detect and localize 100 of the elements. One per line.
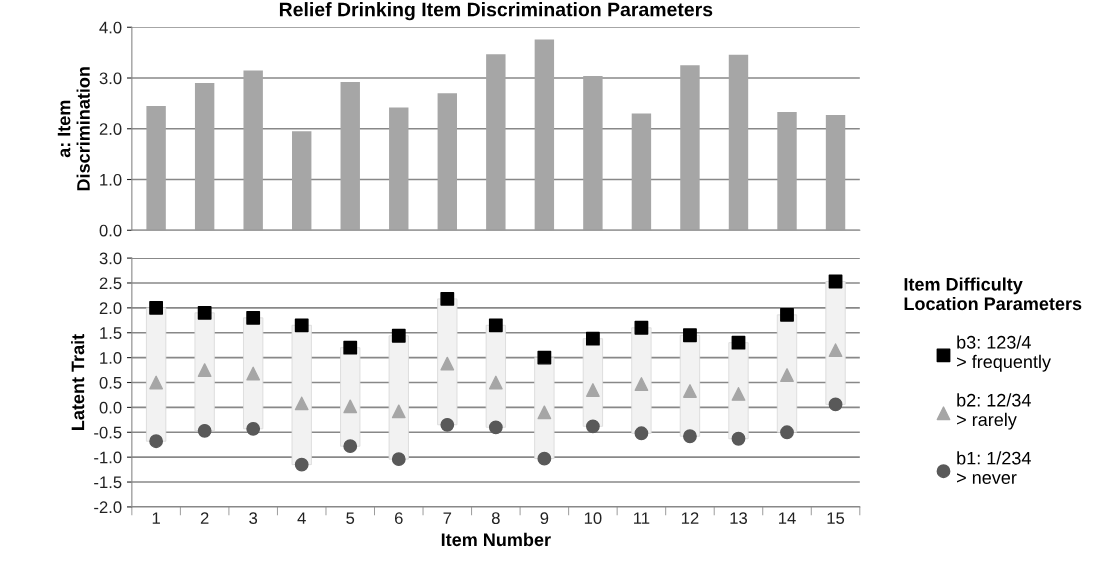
point [246, 366, 261, 381]
bar [243, 70, 263, 231]
point [246, 421, 261, 436]
y-tick-label: -1.5 [94, 476, 122, 489]
y-tick-label: 0.0 [99, 401, 122, 414]
bar [825, 115, 846, 231]
x-tick-label: 11 [634, 512, 650, 524]
y-tick-label: -2.0 [94, 501, 122, 514]
point [828, 397, 843, 412]
point [488, 318, 503, 333]
point [780, 307, 794, 322]
bar [534, 39, 555, 231]
point [731, 387, 746, 401]
point [391, 404, 406, 419]
point [488, 420, 503, 435]
point [246, 310, 261, 325]
y-tick-label: 1.0 [100, 173, 122, 186]
bar [583, 75, 603, 231]
bar [631, 113, 652, 231]
x-tick-label: 2 [200, 512, 209, 524]
point [585, 331, 600, 346]
point [294, 457, 309, 472]
point [149, 300, 164, 315]
point [731, 335, 746, 350]
point [197, 423, 212, 438]
point [488, 375, 503, 390]
bar [728, 54, 749, 231]
point [149, 375, 164, 390]
bar [486, 54, 506, 231]
y-tick-label: -0.5 [94, 426, 122, 439]
point [440, 356, 455, 371]
point [683, 384, 697, 398]
legend-label: b1: 1/234 > never [957, 451, 1031, 484]
point [343, 340, 358, 355]
x-tick-label: 9 [540, 512, 549, 525]
point [683, 328, 697, 343]
x-tick-label: 5 [346, 512, 355, 525]
x-axis-title: Item Number [441, 532, 551, 547]
point [149, 434, 164, 449]
x-tick-label: 1 [152, 512, 160, 524]
point [537, 451, 552, 466]
bar [680, 65, 700, 231]
legend-label: b3: 123/4 > frequently [957, 335, 1051, 372]
bar [194, 83, 215, 231]
point [585, 383, 600, 397]
bar [292, 131, 312, 231]
bar [291, 324, 312, 466]
point [440, 417, 455, 432]
bar [389, 107, 409, 231]
point [197, 363, 212, 377]
x-tick-label: 12 [681, 512, 699, 524]
bar [145, 307, 167, 442]
y-tick-label: -1.0 [94, 451, 122, 464]
point [537, 350, 552, 365]
y-tick-label: 2.0 [99, 302, 122, 315]
y-axis-title: Latent Trait [71, 334, 85, 430]
x-tick-label: 13 [730, 512, 748, 525]
point [634, 426, 649, 441]
point [391, 328, 406, 343]
point [828, 343, 843, 358]
x-tick-label: 6 [394, 512, 403, 525]
point [294, 396, 309, 411]
bar [437, 93, 458, 231]
x-tick-label: 7 [443, 512, 452, 524]
y-tick-label: 3.0 [99, 252, 122, 265]
y-tick-label: 0.0 [99, 224, 122, 237]
y-tick-label: 0.5 [99, 376, 122, 389]
y-tick-label: 2.5 [99, 277, 122, 290]
x-tick-label: 15 [827, 512, 845, 525]
x-tick-label: 4 [297, 512, 306, 524]
point [683, 429, 697, 444]
point [391, 452, 406, 467]
y-axis-title: a: Item Discrimination [57, 67, 90, 191]
y-tick-label: 3.0 [99, 72, 122, 85]
point [440, 292, 455, 306]
y-tick-label: 1.5 [100, 327, 122, 339]
x-tick-label: 10 [584, 512, 602, 525]
point [780, 368, 794, 382]
y-tick-label: 2.0 [99, 123, 122, 135]
point [780, 425, 794, 440]
x-tick-label: 14 [779, 512, 796, 524]
point [197, 305, 212, 320]
bar [340, 82, 360, 231]
x-tick-label: 8 [491, 512, 500, 525]
point [343, 399, 358, 414]
y-tick-label: 1.0 [100, 352, 122, 364]
point [634, 320, 649, 335]
bar [777, 112, 797, 231]
point [634, 377, 649, 391]
point [731, 431, 746, 446]
y-tick-label: 4.0 [99, 21, 122, 34]
x-tick-label: 3 [249, 512, 258, 525]
legend-title: Item Difficulty Location Parameters [904, 277, 1082, 311]
point [343, 439, 358, 454]
point [585, 419, 600, 434]
legend-label: b2: 12/34 > rarely [957, 393, 1031, 430]
point [537, 405, 552, 420]
point [294, 318, 309, 333]
bar [146, 105, 166, 231]
chart-title: Relief Drinking Item Discrimination Parameters [279, 2, 713, 21]
